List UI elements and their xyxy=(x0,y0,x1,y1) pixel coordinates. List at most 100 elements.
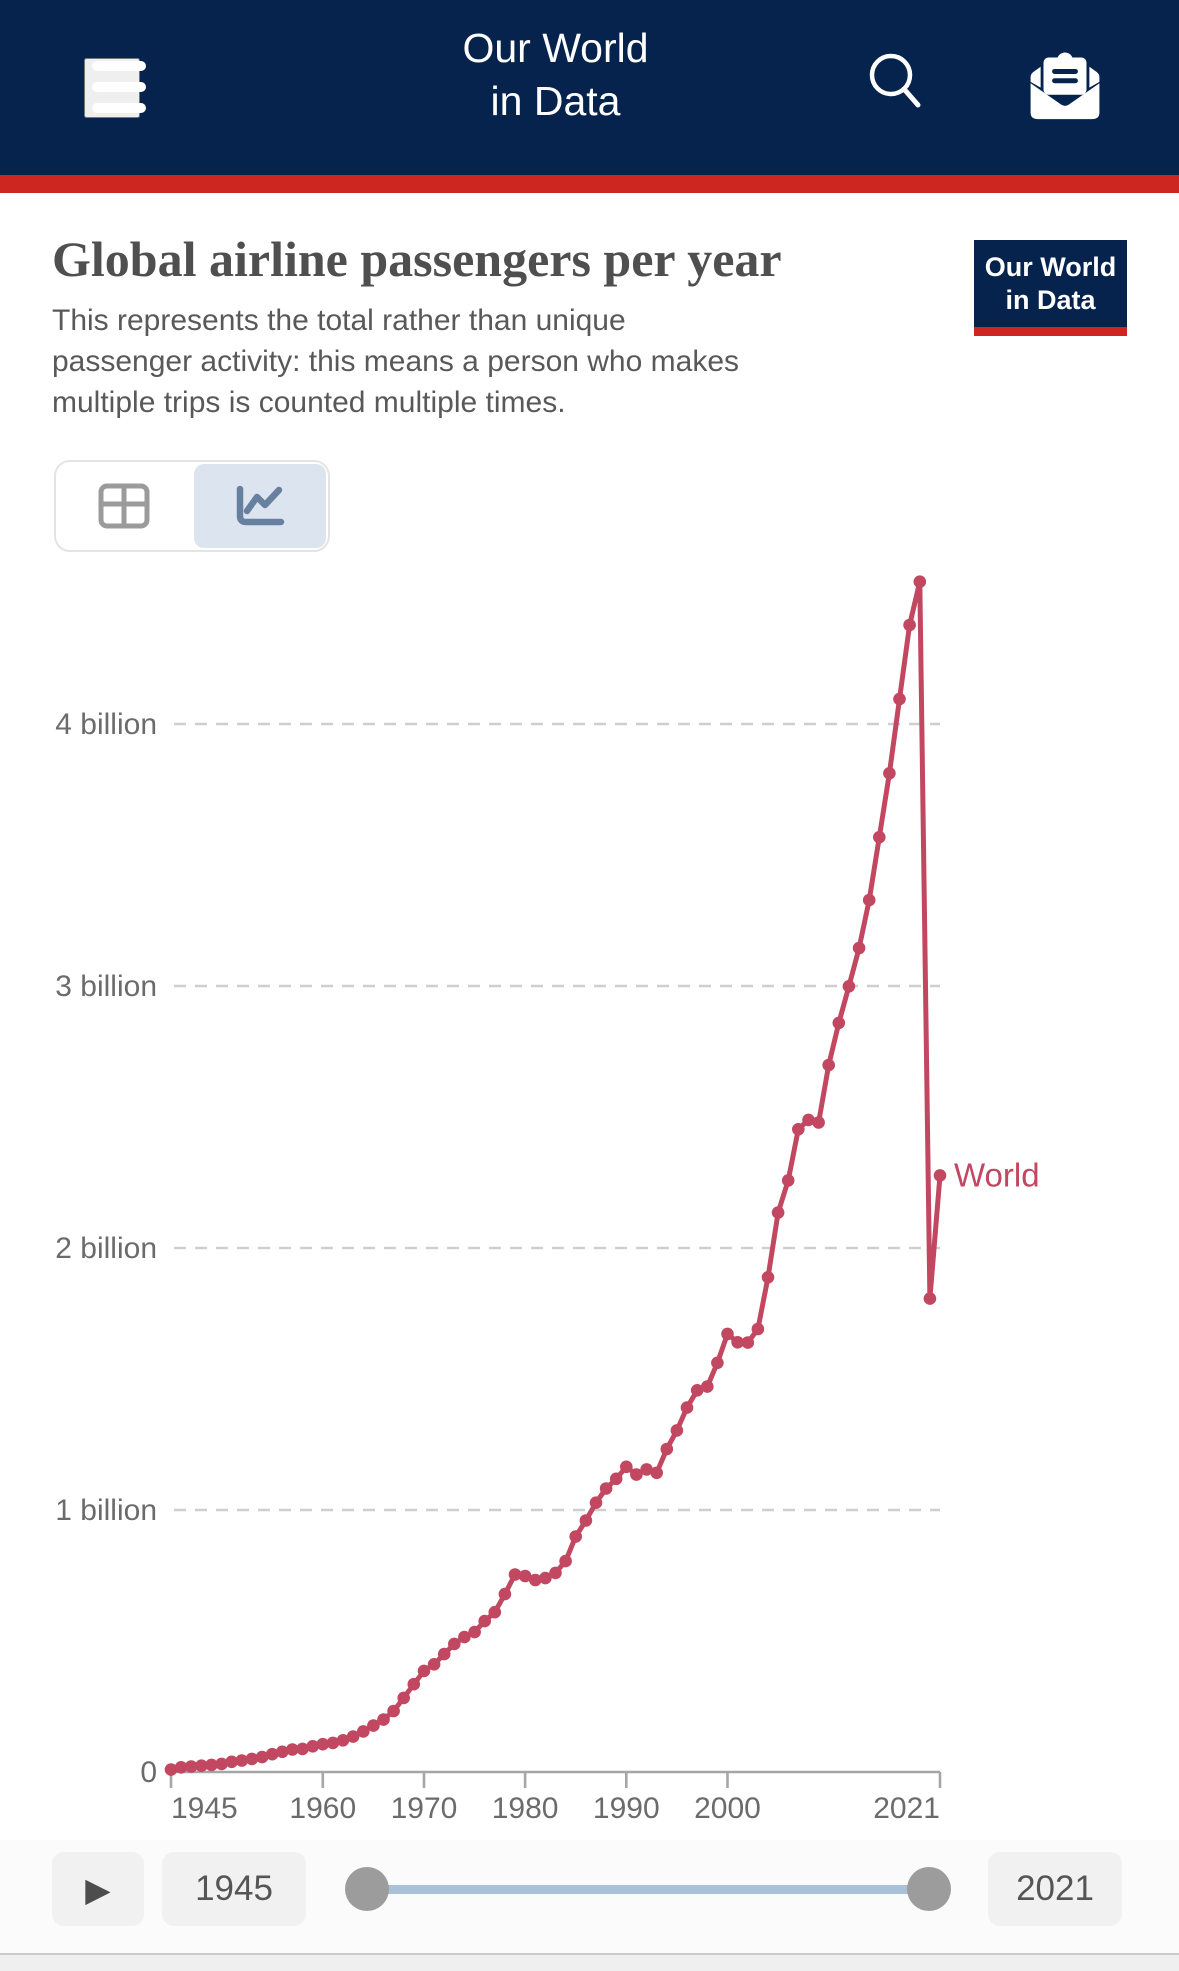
view-toggle xyxy=(54,460,330,552)
data-point xyxy=(731,1336,744,1349)
data-point xyxy=(508,1568,522,1581)
data-point xyxy=(387,1704,400,1718)
data-point xyxy=(792,1123,805,1136)
data-point xyxy=(721,1327,734,1341)
data-point xyxy=(620,1460,633,1474)
data-point xyxy=(518,1569,532,1583)
data-point xyxy=(680,1401,694,1414)
y-tick-label: 3 billion xyxy=(55,970,157,1003)
data-point xyxy=(468,1625,481,1639)
data-point xyxy=(296,1742,309,1756)
data-point xyxy=(781,1174,795,1187)
line-chart-icon xyxy=(236,485,285,526)
tab-table[interactable] xyxy=(58,464,190,548)
timeline-end-year[interactable]: 2021 xyxy=(988,1852,1122,1926)
data-point xyxy=(852,941,866,955)
data-point xyxy=(812,1116,825,1129)
next-section-strip xyxy=(0,1955,1179,1971)
data-point xyxy=(316,1737,330,1751)
data-point xyxy=(265,1747,279,1761)
data-point xyxy=(539,1571,552,1585)
data-point xyxy=(690,1384,704,1397)
data-point xyxy=(913,575,927,588)
data-point xyxy=(761,1271,775,1284)
data-point xyxy=(367,1719,380,1732)
y-tick-label: 2 billion xyxy=(55,1232,157,1265)
slider-range-track[interactable] xyxy=(367,1885,929,1894)
owid-logo[interactable]: Our World in Data xyxy=(974,240,1127,336)
data-point xyxy=(427,1658,441,1671)
data-point xyxy=(225,1755,238,1769)
chart-title: Global airline passengers per year xyxy=(52,231,782,287)
data-point xyxy=(640,1463,653,1476)
data-point xyxy=(862,893,876,907)
x-tick-label: 1990 xyxy=(593,1792,660,1825)
data-point xyxy=(630,1468,643,1481)
data-point xyxy=(893,692,906,706)
data-point xyxy=(437,1647,451,1661)
data-point xyxy=(357,1725,370,1738)
y-tick-label: 1 billion xyxy=(55,1494,157,1527)
data-point xyxy=(458,1630,471,1644)
site-title-line1: Our World xyxy=(462,25,649,71)
chart-subtitle: This represents the total rather than un… xyxy=(52,304,739,420)
data-point xyxy=(346,1730,360,1743)
data-point xyxy=(842,980,856,993)
table-icon xyxy=(98,483,150,529)
data-point xyxy=(478,1614,492,1628)
open-envelope-icon xyxy=(1030,51,1100,119)
slider-handle-start[interactable] xyxy=(345,1867,389,1911)
x-tick-label: 1960 xyxy=(289,1792,356,1825)
line-chart: 0 1 billion 2 billion 3 billion 4 billion 194… xyxy=(55,575,1040,1825)
play-button[interactable]: ▶ xyxy=(52,1852,144,1926)
newsletter-button[interactable] xyxy=(1022,42,1108,128)
data-point xyxy=(498,1587,512,1601)
search-button[interactable] xyxy=(862,48,932,128)
data-point xyxy=(650,1466,663,1480)
data-point xyxy=(771,1206,785,1219)
data-point xyxy=(336,1734,350,1747)
site-title-line2: in Data xyxy=(490,78,621,125)
y-tick-label: 0 xyxy=(140,1756,157,1789)
data-point xyxy=(873,830,886,844)
data-point xyxy=(579,1514,593,1527)
data-point xyxy=(245,1752,259,1766)
data-point xyxy=(407,1677,421,1691)
series-label-world: World xyxy=(954,1156,1040,1193)
data-point xyxy=(215,1757,228,1771)
menu-button[interactable] xyxy=(84,58,146,118)
timeline-start-year[interactable]: 1945 xyxy=(162,1852,306,1926)
data-point xyxy=(569,1530,582,1543)
data-point xyxy=(276,1745,289,1759)
data-point xyxy=(660,1442,674,1456)
tab-chart[interactable] xyxy=(194,464,326,548)
owid-logo-text: Our World in Data xyxy=(974,240,1127,327)
slider-handle-end[interactable] xyxy=(907,1867,951,1911)
data-point xyxy=(802,1113,815,1127)
x-tick-label: 1945 xyxy=(171,1792,238,1825)
data-point xyxy=(417,1664,431,1678)
data-point xyxy=(549,1566,562,1580)
chart-line-world xyxy=(168,579,943,1773)
search-icon xyxy=(869,53,921,108)
site-title[interactable]: Our World in Data xyxy=(0,22,1145,129)
y-tick-label: 4 billion xyxy=(55,708,157,741)
hamburger-icon xyxy=(92,61,146,71)
x-tick-label: 2021 xyxy=(873,1792,940,1825)
data-point xyxy=(559,1554,572,1568)
data-point xyxy=(174,1761,188,1774)
x-tick-label: 1980 xyxy=(492,1792,559,1825)
data-point xyxy=(448,1637,461,1651)
owid-logo-accent-bar xyxy=(974,326,1127,336)
x-tick-label: 2000 xyxy=(694,1792,761,1825)
data-point xyxy=(589,1496,603,1509)
data-point xyxy=(164,1763,178,1776)
x-tick-label: 1970 xyxy=(391,1792,458,1825)
data-point xyxy=(255,1750,269,1764)
timeline-slider[interactable] xyxy=(340,1852,951,1926)
header-accent-bar xyxy=(0,175,1179,193)
data-point xyxy=(397,1691,411,1705)
data-point xyxy=(701,1380,714,1393)
data-point xyxy=(923,1292,937,1305)
